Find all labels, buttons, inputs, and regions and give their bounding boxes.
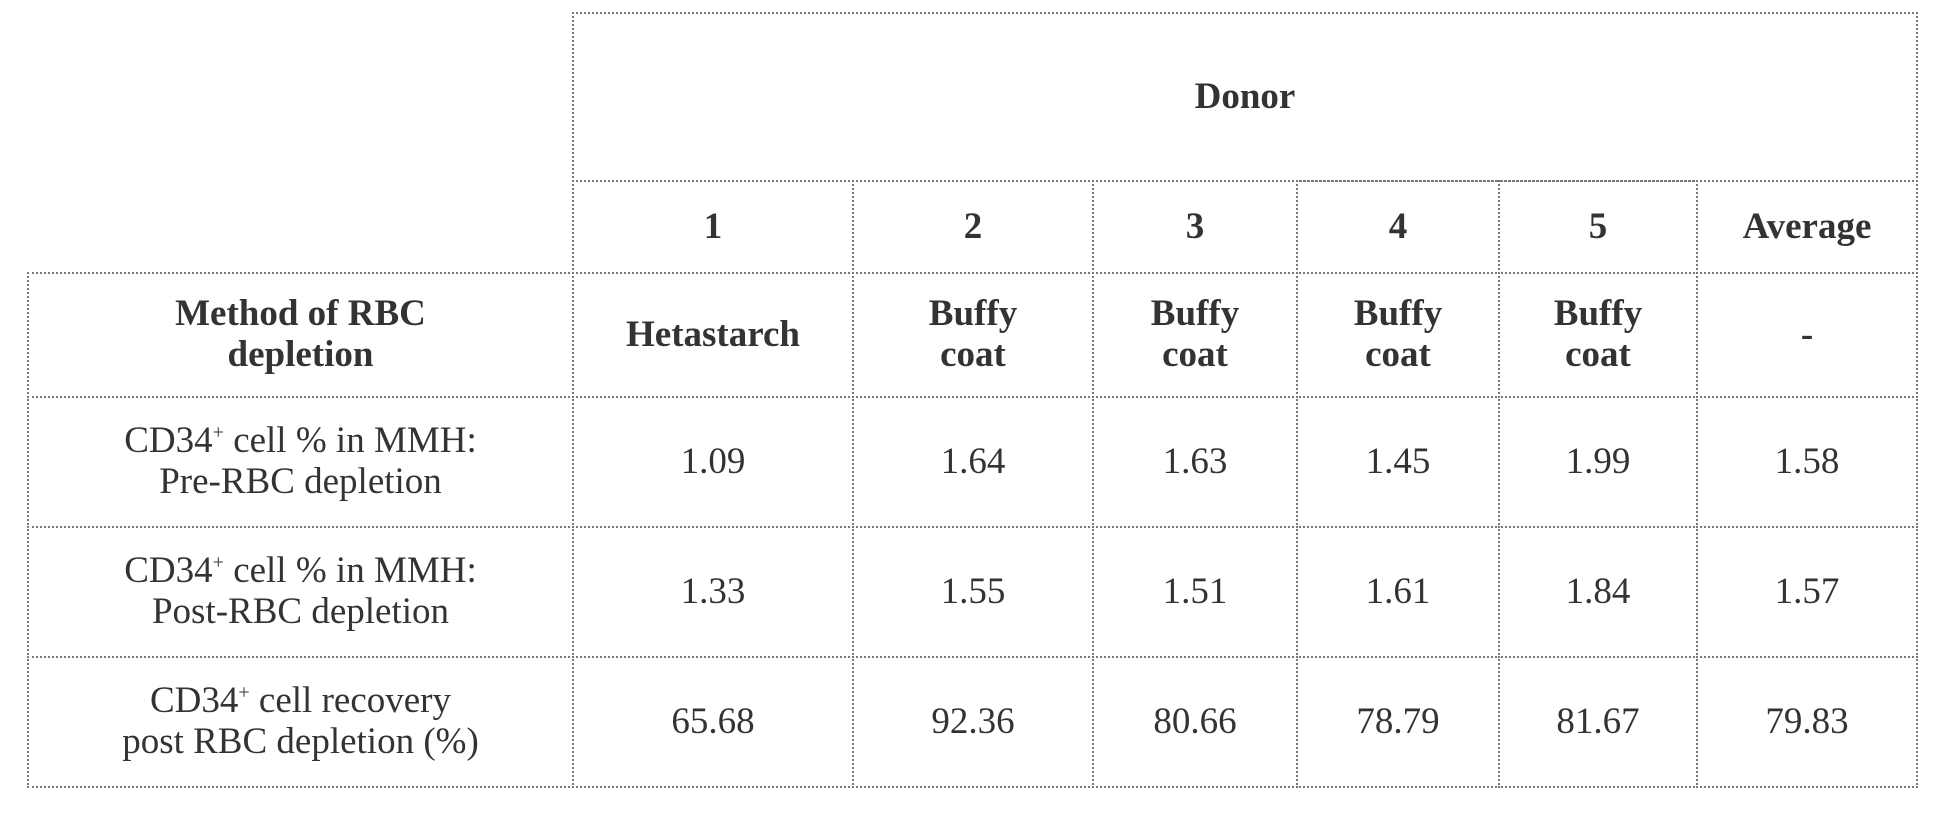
label-line: depletion (228, 335, 374, 376)
method-cell: Hetastarch (572, 272, 854, 398)
label-text: cell recovery (250, 680, 451, 721)
label-text: cell % in MMH: (224, 420, 477, 461)
row-label: CD34+ cell % in MMH:Pre-RBC depletion (27, 396, 574, 528)
value-cell: 1.55 (852, 526, 1094, 658)
cell-line: coat (940, 335, 1006, 376)
cell-value: 1.55 (941, 572, 1006, 613)
label-text: CD34 (124, 550, 212, 591)
column-label: Average (1743, 207, 1872, 248)
column-header: Average (1696, 180, 1918, 274)
cell-line: coat (1162, 335, 1228, 376)
value-cell: 1.61 (1296, 526, 1500, 658)
value-cell: 1.33 (572, 526, 854, 658)
method-cell: - (1696, 272, 1918, 398)
value-cell: 81.67 (1498, 656, 1698, 788)
column-header: 2 (852, 180, 1094, 274)
label-line: Method of RBC (175, 294, 426, 335)
cell-value: 1.33 (681, 572, 746, 613)
value-cell: 1.58 (1696, 396, 1918, 528)
label-line: post RBC depletion (%) (122, 722, 479, 763)
value-cell: 80.66 (1092, 656, 1298, 788)
method-cell: Buffycoat (1498, 272, 1698, 398)
method-cell: Buffycoat (852, 272, 1094, 398)
cell-value: 1.99 (1566, 442, 1631, 483)
cell-value: 81.67 (1556, 702, 1639, 743)
value-cell: 1.45 (1296, 396, 1500, 528)
value-cell: 1.99 (1498, 396, 1698, 528)
donor-header: Donor (572, 12, 1918, 182)
label-text: cell % in MMH: (224, 550, 477, 591)
cell-line: coat (1565, 335, 1631, 376)
value-cell: 92.36 (852, 656, 1094, 788)
label-line: Pre-RBC depletion (159, 462, 442, 503)
cell-line: Buffy (1554, 294, 1642, 335)
column-header: 4 (1296, 180, 1500, 274)
cell-line: Buffy (1354, 294, 1442, 335)
label-text: CD34 (150, 680, 238, 721)
cell-value: 78.79 (1356, 702, 1439, 743)
cell-value: 1.84 (1566, 572, 1631, 613)
value-cell: 1.84 (1498, 526, 1698, 658)
label-superscript: + (238, 682, 249, 704)
cell-value: 1.09 (681, 442, 746, 483)
label-line: Post-RBC depletion (152, 592, 449, 633)
column-label: 4 (1389, 207, 1408, 248)
cell-line: coat (1365, 335, 1431, 376)
cell-line: - (1801, 315, 1813, 356)
cell-value: 92.36 (931, 702, 1014, 743)
column-header: 3 (1092, 180, 1298, 274)
label-text: CD34 (124, 420, 212, 461)
method-cell: Buffycoat (1092, 272, 1298, 398)
value-cell: 1.51 (1092, 526, 1298, 658)
header-text: Donor (1195, 77, 1296, 118)
cell-line: Buffy (929, 294, 1017, 335)
row-label: CD34+ cell % in MMH:Post-RBC depletion (27, 526, 574, 658)
cell-line: Hetastarch (626, 315, 800, 356)
value-cell: 1.64 (852, 396, 1094, 528)
value-cell: 65.68 (572, 656, 854, 788)
label-line: CD34+ cell % in MMH: (124, 421, 477, 462)
cell-value: 80.66 (1153, 702, 1236, 743)
cell-value: 1.51 (1163, 572, 1228, 613)
cell-value: 1.64 (941, 442, 1006, 483)
column-label: 5 (1589, 207, 1608, 248)
cell-value: 1.58 (1775, 442, 1840, 483)
column-label: 1 (704, 207, 723, 248)
column-label: 2 (964, 207, 983, 248)
value-cell: 79.83 (1696, 656, 1918, 788)
label-line: CD34+ cell recovery (150, 681, 451, 722)
row-label: Method of RBCdepletion (27, 272, 574, 398)
column-header: 1 (572, 180, 854, 274)
label-line: CD34+ cell % in MMH: (124, 551, 477, 592)
value-cell: 1.09 (572, 396, 854, 528)
value-cell: 1.57 (1696, 526, 1918, 658)
cell-value: 1.61 (1366, 572, 1431, 613)
cell-line: Buffy (1151, 294, 1239, 335)
label-superscript: + (213, 422, 224, 444)
cell-value: 1.63 (1163, 442, 1228, 483)
label-superscript: + (213, 552, 224, 574)
cell-value: 79.83 (1765, 702, 1848, 743)
value-cell: 78.79 (1296, 656, 1500, 788)
cell-value: 1.45 (1366, 442, 1431, 483)
cell-value: 65.68 (671, 702, 754, 743)
value-cell: 1.63 (1092, 396, 1298, 528)
row-label: CD34+ cell recoverypost RBC depletion (%… (27, 656, 574, 788)
column-label: 3 (1186, 207, 1205, 248)
column-header: 5 (1498, 180, 1698, 274)
cell-value: 1.57 (1775, 572, 1840, 613)
method-cell: Buffycoat (1296, 272, 1500, 398)
